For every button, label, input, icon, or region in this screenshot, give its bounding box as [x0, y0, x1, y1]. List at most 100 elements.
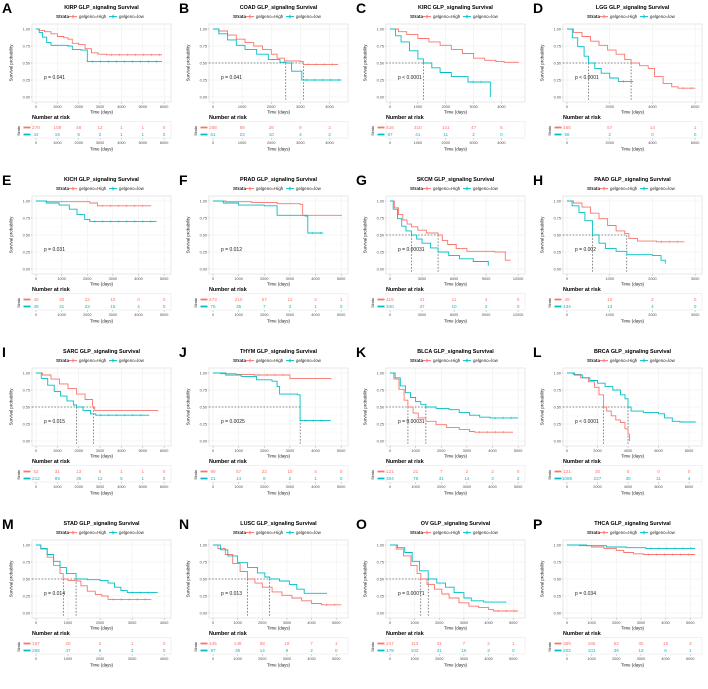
svg-text:516: 516	[386, 125, 394, 130]
svg-text:1000: 1000	[605, 313, 613, 317]
risk-row-high: 473 210 57 11 2 1	[209, 297, 343, 302]
svg-text:4000: 4000	[624, 485, 632, 489]
censor-mark	[689, 547, 693, 550]
svg-text:10: 10	[287, 469, 293, 474]
svg-text:0: 0	[688, 469, 691, 474]
svg-text:288: 288	[209, 125, 217, 130]
panel-N: N LUSC GLP_signaling Survival Strata gelgen…	[177, 516, 354, 688]
svg-text:0.75: 0.75	[200, 44, 207, 48]
legend-strata-label: Strata	[233, 530, 246, 535]
svg-text:1.00: 1.00	[377, 543, 384, 547]
svg-text:0: 0	[137, 297, 140, 302]
svg-text:2000: 2000	[612, 621, 620, 625]
censor-mark	[257, 373, 261, 377]
svg-text:2000: 2000	[437, 449, 445, 453]
censor-marks	[99, 414, 142, 417]
svg-text:1000: 1000	[64, 657, 72, 661]
svg-text:0.50: 0.50	[554, 405, 561, 409]
legend: Strata gelgeno=High gelgeno=low	[233, 530, 322, 535]
svg-text:2000: 2000	[648, 313, 656, 317]
svg-text:99: 99	[210, 469, 216, 474]
x-axis-title: Time (days)	[621, 282, 645, 287]
svg-text:1: 1	[142, 125, 145, 130]
censor-mark	[91, 60, 94, 63]
svg-text:8: 8	[286, 648, 289, 653]
svg-text:0: 0	[694, 297, 697, 302]
legend-low-marker-icon	[640, 186, 648, 191]
risk-x-axis-title: Time (days)	[621, 491, 645, 496]
svg-text:4: 4	[688, 476, 691, 481]
censor-mark	[133, 220, 136, 223]
svg-text:1.00: 1.00	[554, 543, 561, 547]
svg-text:2000: 2000	[260, 277, 268, 281]
svg-text:61: 61	[210, 132, 216, 137]
svg-text:0.50: 0.50	[554, 577, 561, 581]
censor-mark	[513, 609, 516, 613]
censor-mark	[131, 60, 134, 63]
svg-text:5000: 5000	[337, 313, 345, 317]
censor-mark	[649, 547, 653, 550]
svg-text:0: 0	[212, 277, 214, 281]
risk-x-axis-title: Time (days)	[444, 147, 468, 152]
svg-text:3000: 3000	[460, 621, 468, 625]
x-axis-title: Time (days)	[444, 110, 468, 115]
svg-text:23: 23	[85, 304, 91, 309]
svg-text:0: 0	[566, 141, 568, 145]
svg-text:369: 369	[563, 641, 571, 646]
svg-text:0: 0	[212, 141, 214, 145]
risk-x-axis-title: Time (days)	[621, 663, 645, 668]
risk-table	[31, 293, 172, 311]
x-axis: 0 1000 2000 3000 4000 5000	[389, 618, 517, 625]
svg-text:0.00: 0.00	[200, 439, 207, 443]
svg-text:4: 4	[137, 304, 140, 309]
svg-text:4000: 4000	[117, 485, 125, 489]
svg-text:0.00: 0.00	[200, 95, 207, 99]
svg-text:56: 56	[564, 132, 570, 137]
panel-title: SARC GLP_signaling Survival	[63, 349, 140, 355]
svg-text:3000: 3000	[96, 105, 104, 109]
censor-mark	[502, 431, 505, 434]
svg-text:3000: 3000	[296, 105, 304, 109]
censor-mark	[265, 373, 269, 377]
legend-high-marker-icon	[600, 14, 608, 19]
survival-curve-low	[36, 200, 157, 222]
svg-text:0: 0	[566, 621, 568, 625]
svg-text:0: 0	[389, 485, 391, 489]
p-value-label: p = 0.014	[44, 591, 65, 597]
svg-text:30: 30	[59, 297, 65, 302]
legend-low-label: gelgeno=low	[296, 14, 322, 19]
svg-text:16: 16	[461, 648, 467, 653]
svg-text:340: 340	[386, 304, 394, 309]
risk-x-axis-title: Time (days)	[444, 663, 468, 668]
censor-mark	[135, 598, 139, 601]
panel-B: B COAD GLP_signaling Survival Strata gelgen…	[177, 0, 354, 172]
risk-x-axis-title: Time (days)	[621, 147, 645, 152]
svg-text:89: 89	[240, 125, 246, 130]
svg-text:212: 212	[32, 476, 40, 481]
svg-text:0.25: 0.25	[23, 594, 30, 598]
legend-high-label: gelgeno=High	[79, 14, 107, 19]
svg-text:178: 178	[386, 648, 394, 653]
censor-mark	[115, 414, 118, 417]
svg-text:2000: 2000	[260, 449, 268, 453]
svg-text:1.00: 1.00	[200, 199, 207, 203]
censor-mark	[107, 60, 110, 63]
svg-text:2: 2	[491, 469, 494, 474]
svg-text:1000: 1000	[234, 485, 242, 489]
svg-text:4000: 4000	[325, 105, 333, 109]
panel-letter: G	[356, 172, 367, 188]
svg-text:3: 3	[491, 476, 494, 481]
legend-high-marker-icon	[246, 358, 254, 363]
p-value-label: p = 0.0025	[221, 419, 245, 425]
risk-row-low: 202 101 39 13 6 1	[563, 648, 692, 653]
legend-low-label: gelgeno=low	[473, 530, 499, 535]
svg-text:0.25: 0.25	[23, 250, 30, 254]
svg-text:3000: 3000	[128, 657, 136, 661]
svg-text:2000: 2000	[648, 277, 656, 281]
censor-mark	[139, 591, 142, 594]
svg-text:6000: 6000	[654, 485, 662, 489]
risk-strata-label: Strata	[194, 470, 198, 480]
svg-text:1000: 1000	[53, 141, 61, 145]
survival-curve-low	[567, 372, 696, 423]
